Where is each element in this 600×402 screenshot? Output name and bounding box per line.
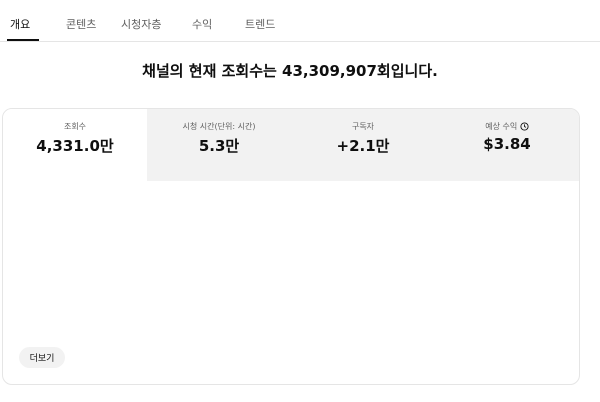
metric-value: +2.1만 — [336, 137, 390, 155]
more-button[interactable]: 더보기 — [19, 347, 65, 368]
metric-label: 시청 시간(단위: 시간) — [182, 122, 256, 131]
metric-card[interactable]: 구독자 +2.1만 — [291, 109, 435, 181]
metric-card[interactable]: 예상 수익 0125.0만250.0만375.0만2026. 5. 6.2026… — [435, 109, 579, 380]
tab[interactable]: 시청자층 — [121, 18, 162, 31]
metric-label: 구독자 — [351, 122, 375, 131]
tab[interactable]: 수익 — [192, 18, 213, 31]
analytics-card: 더보기 조회수 4,331.0만 시청 시간(단위: 시간) 5.3만 구독자 +2.1만… — [2, 108, 580, 385]
tab-bar: 개요 콘텐츠 시청자층 수익 트렌드 — [0, 0, 600, 42]
tab[interactable]: 트렌드 — [245, 18, 276, 31]
tab-underline — [7, 39, 39, 41]
metric-value: $3.84 — [483, 135, 531, 153]
metric-value: 5.3만 — [198, 137, 240, 155]
tab[interactable]: 개요 — [10, 18, 31, 31]
metric-value: 4,331.0만 — [36, 137, 114, 155]
metric-card[interactable]: 시청 시간(단위: 시간) 5.3만 — [147, 109, 291, 181]
metric-card[interactable]: 조회수 4,331.0만 — [3, 109, 147, 181]
headline: 채널의 현재 조회수는 43,309,907회입니다. — [142, 62, 438, 80]
metric-label: 조회수 — [63, 122, 87, 131]
tab[interactable]: 콘텐츠 — [66, 18, 97, 31]
